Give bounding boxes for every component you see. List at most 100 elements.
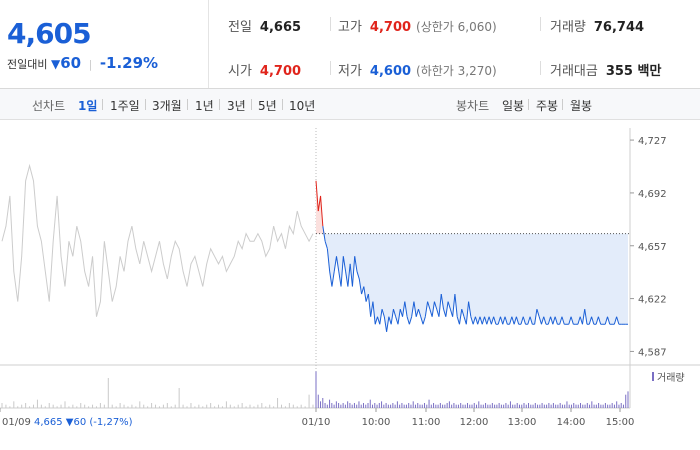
volume-bars: 거래량	[1, 371, 685, 408]
series-segment	[613, 316, 618, 325]
series-segment	[474, 316, 479, 325]
series-segment	[477, 316, 481, 325]
x-tick-label: 13:00	[508, 417, 537, 428]
x-tick-label: 11:00	[412, 417, 441, 428]
series-segment	[584, 309, 588, 325]
series-segment	[458, 309, 463, 325]
series-segment	[358, 278, 363, 295]
series-segment	[461, 309, 465, 317]
series-segment	[568, 316, 572, 325]
period-1d[interactable]: 1일	[78, 99, 98, 113]
y-tick-label: 4,622	[638, 295, 667, 306]
x-tick-label: 01/10	[302, 417, 331, 428]
series-segment	[361, 286, 365, 295]
y-tick-label: 4,587	[638, 347, 667, 358]
series-segment	[342, 256, 347, 272]
y-tick-label: 4,727	[638, 136, 667, 147]
series-segment	[415, 309, 419, 317]
series-segment	[324, 241, 328, 249]
series-segment	[354, 256, 358, 272]
series-segment	[438, 294, 442, 317]
series-segment	[411, 301, 415, 317]
series-segment	[481, 316, 486, 325]
period-3m[interactable]: 3개월	[152, 99, 182, 113]
x-tick-label: 15:00	[606, 417, 635, 428]
candle-monthly[interactable]: 월봉	[570, 99, 593, 113]
series-segment	[529, 316, 533, 325]
series-segment	[413, 301, 417, 317]
divider	[282, 99, 283, 110]
series-segment	[329, 271, 333, 287]
candle-chart-label: 봉차트	[456, 99, 490, 113]
y-tick-label: 4,657	[638, 242, 667, 253]
y-axis: 4,727 4,692 4,657 4,622 4,587	[630, 136, 667, 358]
stat-value: 4,665	[259, 20, 302, 35]
x-tick-label: 01/09	[2, 417, 31, 428]
period-1y[interactable]: 1년	[195, 99, 214, 113]
stat-value: 4,700	[369, 20, 412, 35]
period-5y[interactable]: 5년	[258, 99, 277, 113]
period-10y[interactable]: 10년	[289, 99, 316, 113]
series-segment	[504, 316, 508, 325]
price-series	[1, 163, 628, 332]
series-segment	[420, 316, 424, 325]
change-row: 전일대비 ▼60 | -1.29%	[7, 54, 158, 72]
series-segment	[427, 301, 431, 310]
divider	[330, 61, 331, 75]
series-segment	[372, 301, 376, 325]
series-segment	[552, 316, 556, 325]
series-segment	[515, 316, 520, 325]
chart-grid	[0, 128, 700, 409]
series-segment	[338, 271, 342, 287]
candle-weekly[interactable]: 주봉	[536, 99, 559, 113]
series-segment	[579, 316, 583, 325]
series-segment	[347, 263, 351, 287]
stat-label: 거래량	[550, 20, 586, 35]
divider	[187, 99, 188, 110]
stat-amount: 거래대금 355 백만	[550, 60, 661, 79]
series-segment	[377, 316, 381, 325]
series-segment	[370, 301, 374, 317]
x-tick-label: 10:00	[362, 417, 391, 428]
series-segment	[456, 316, 460, 325]
series-segment	[322, 226, 326, 242]
x-axis: 01/09 01/10 10:00 11:00 12:00 13:00 14:00 15:00	[0, 408, 634, 428]
series-segment	[561, 316, 565, 325]
series-segment	[349, 263, 353, 287]
stat-value: 4,600	[369, 64, 412, 79]
quote-header: 4,605 전일대비 ▼60 | -1.29% 전일 4,665 고가 4,700 (…	[0, 0, 700, 89]
period-3y[interactable]: 3년	[227, 99, 246, 113]
hover-info: 4,665 ▼60 (-1,27%)	[34, 417, 133, 428]
series-segment	[351, 256, 356, 287]
series-segment	[513, 316, 517, 325]
series-segment	[577, 316, 581, 325]
series-segment	[554, 316, 558, 325]
series-segment	[404, 301, 408, 317]
series-segment	[443, 309, 447, 317]
series-segment	[406, 316, 410, 325]
price-box: 4,605 전일대비 ▼60 | -1.29%	[0, 0, 209, 88]
stat-sub: (상한가 6,060)	[416, 20, 497, 34]
series-segment	[520, 316, 524, 325]
series-segment	[392, 309, 397, 317]
divider	[330, 17, 331, 31]
series-segment	[422, 316, 426, 325]
divider	[219, 99, 220, 110]
series-segment	[616, 316, 620, 325]
series-segment	[447, 301, 451, 310]
candle-daily[interactable]: 일봉	[502, 99, 525, 113]
series-segment	[315, 180, 319, 212]
change-label: 전일대비	[7, 58, 48, 71]
divider	[540, 61, 541, 75]
series-segment	[452, 294, 456, 317]
series-segment	[331, 271, 335, 287]
series-segment	[597, 316, 602, 325]
x-tick-label: 14:00	[557, 417, 586, 428]
line-chart-label: 선차트	[32, 99, 66, 113]
series-segment	[465, 301, 470, 325]
series-segment	[499, 316, 504, 325]
series-segment	[607, 316, 611, 325]
volume-legend-swatch	[652, 372, 654, 381]
period-1w[interactable]: 1주일	[110, 99, 140, 113]
